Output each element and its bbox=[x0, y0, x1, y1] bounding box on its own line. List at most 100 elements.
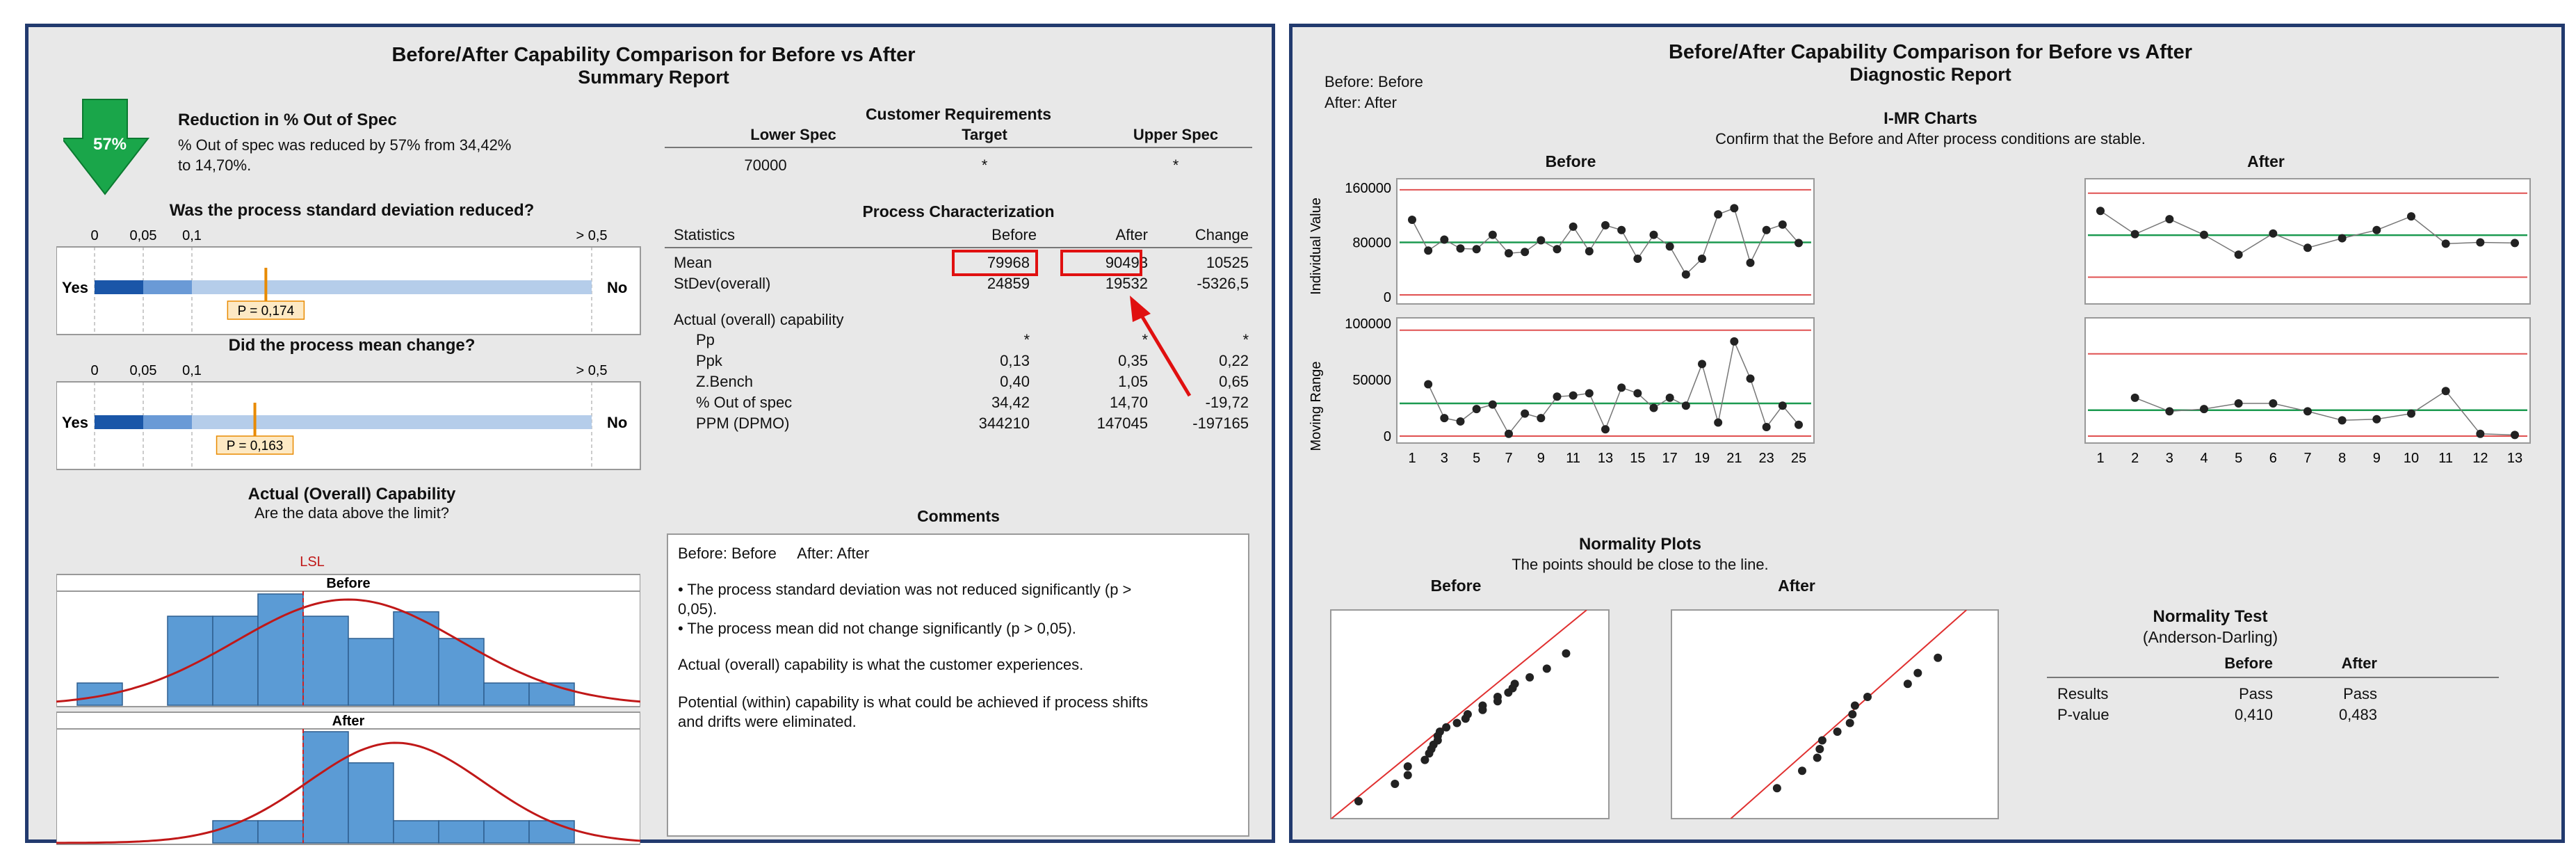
x-tick-before: 15 bbox=[1630, 451, 1645, 466]
imr-title: I-MR Charts bbox=[1884, 109, 1977, 128]
mean-bar-no bbox=[192, 415, 592, 429]
stdev-bar-mid bbox=[143, 280, 192, 294]
ind-ytick: 160000 bbox=[1345, 181, 1391, 196]
y-label-moving: Moving Range bbox=[1309, 362, 1324, 451]
comments-box: Before: Before After: After • The proces… bbox=[667, 533, 1249, 837]
highlight-after-mean bbox=[1060, 250, 1142, 276]
mr-before-point bbox=[1424, 380, 1433, 389]
cap-after-header bbox=[56, 712, 640, 730]
cap-row-ppm-change: -197165 bbox=[1192, 415, 1249, 432]
cap-before-bar bbox=[167, 616, 213, 706]
stdev-bar-no bbox=[192, 280, 592, 294]
nt-row-pvalue-before: 0,410 bbox=[2234, 706, 2273, 723]
comments-para1: Actual (overall) capability is what the … bbox=[678, 656, 1084, 673]
mr-before-point bbox=[1633, 389, 1642, 398]
capability-subtitle: Are the data above the limit? bbox=[254, 504, 450, 522]
cap-before-bar bbox=[212, 616, 259, 706]
stdev-tick-label: 0,05 bbox=[130, 228, 157, 243]
mean-bar-mid bbox=[143, 415, 192, 429]
mr-after-frame bbox=[2084, 317, 2531, 444]
req-value-target: * bbox=[981, 156, 988, 174]
mr-before-point bbox=[1601, 425, 1610, 434]
nt-row-results-before: Pass bbox=[2239, 685, 2273, 702]
char-divider bbox=[665, 247, 1252, 248]
imr-charts: Individual Value Moving Range 0 80000 160000… bbox=[1309, 178, 2531, 466]
summary-report-panel: Before/After Capability Comparison for B… bbox=[25, 24, 1275, 845]
diagnostic-subtitle: Diagnostic Report bbox=[1849, 64, 2011, 85]
cap-after-bar bbox=[257, 820, 304, 844]
stdev-bar-yes bbox=[95, 280, 143, 294]
char-row-stdev-change: -5326,5 bbox=[1197, 275, 1249, 292]
x-tick-after: 13 bbox=[2507, 451, 2522, 466]
char-row-stdev-after: 19532 bbox=[1105, 275, 1148, 292]
norm-before-point bbox=[1542, 664, 1551, 673]
ind-before-point bbox=[1456, 244, 1465, 253]
comments-heading: Comments bbox=[917, 507, 1000, 525]
down-arrow-icon bbox=[63, 99, 150, 195]
requirements-heading: Customer Requirements bbox=[865, 105, 1052, 123]
norm-after-point bbox=[1863, 693, 1872, 701]
cap-before-bar bbox=[348, 638, 394, 706]
x-tick-before: 23 bbox=[1759, 451, 1774, 466]
stdev-yes-label: Yes bbox=[62, 279, 88, 296]
ind-ytick: 0 bbox=[1384, 290, 1391, 305]
normality-after-label: After bbox=[1778, 577, 1815, 595]
mr-after-point bbox=[2441, 387, 2450, 396]
x-tick-before: 11 bbox=[1566, 451, 1580, 466]
norm-before-point bbox=[1452, 718, 1461, 728]
x-tick-before: 17 bbox=[1662, 451, 1678, 466]
mr-after-point bbox=[2338, 416, 2347, 425]
x-tick-before: 5 bbox=[1473, 451, 1480, 466]
stdev-p-label: P = 0,174 bbox=[238, 304, 295, 319]
y-label-individual: Individual Value bbox=[1309, 198, 1324, 295]
cap-row-ppk-label: Ppk bbox=[696, 352, 722, 369]
mean-tick-label: 0,1 bbox=[182, 363, 202, 378]
norm-after-point bbox=[1845, 718, 1854, 728]
ind-before-point bbox=[1633, 255, 1642, 264]
summary-subtitle: Summary Report bbox=[578, 67, 729, 88]
normality-test-title: Normality Test bbox=[2153, 607, 2268, 626]
normality-plots bbox=[1330, 609, 1999, 819]
ind-before-point bbox=[1553, 245, 1562, 254]
comments-para2-line2: and drifts were eliminated. bbox=[678, 713, 857, 730]
mean-tick-label: 0,05 bbox=[130, 363, 157, 378]
x-tick-after: 2 bbox=[2131, 451, 2139, 466]
x-tick-before: 3 bbox=[1441, 451, 1448, 466]
mr-before-point bbox=[1681, 401, 1690, 410]
x-tick-after: 1 bbox=[2096, 451, 2104, 466]
req-header-lower: Lower Spec bbox=[750, 126, 836, 143]
mr-before-point bbox=[1795, 420, 1803, 429]
x-tick-before: 13 bbox=[1598, 451, 1613, 466]
normality-title: Normality Plots bbox=[1578, 535, 1702, 554]
mean-no-label: No bbox=[607, 414, 627, 431]
cap-row-oos-change: -19,72 bbox=[1205, 394, 1249, 411]
nt-header-after: After bbox=[2341, 654, 2377, 672]
ind-before-point bbox=[1488, 230, 1497, 239]
ind-after-point bbox=[2511, 239, 2519, 248]
comments-bullet2: • The process mean did not change signif… bbox=[678, 620, 1076, 637]
stdev-tick-label: 0 bbox=[90, 228, 98, 243]
nt-header-before: Before bbox=[2224, 654, 2273, 672]
norm-after-point bbox=[1848, 710, 1857, 718]
req-header-upper: Upper Spec bbox=[1133, 126, 1219, 143]
norm-after-point bbox=[1913, 668, 1922, 677]
mr-ytick: 100000 bbox=[1345, 316, 1391, 332]
cap-row-ppk-change: 0,22 bbox=[1219, 352, 1249, 369]
ind-before-point bbox=[1505, 249, 1513, 258]
stdev-pvalue-scale: 0 0,05 0,1 > 0,5 Yes No P = 0,174 bbox=[56, 228, 641, 335]
x-tick-after: 7 bbox=[2303, 451, 2311, 466]
norm-before-point bbox=[1391, 780, 1400, 788]
x-tick-after: 8 bbox=[2338, 451, 2346, 466]
cap-row-ppk-before: 0,13 bbox=[1000, 352, 1030, 369]
ind-before-point bbox=[1778, 220, 1787, 229]
cap-before-normal-curve bbox=[56, 598, 640, 703]
reduction-badge: 57% bbox=[92, 135, 127, 154]
norm-after-point bbox=[1813, 753, 1822, 762]
norm-before-point bbox=[1562, 649, 1571, 658]
ind-before-point bbox=[1746, 258, 1755, 267]
ind-before-point bbox=[1408, 216, 1416, 225]
cap-row-zbench-before: 0,40 bbox=[1000, 373, 1030, 390]
ind-after-point bbox=[2476, 238, 2485, 247]
characterization-heading: Process Characterization bbox=[862, 202, 1055, 220]
cap-row-pp-label: Pp bbox=[696, 331, 715, 348]
